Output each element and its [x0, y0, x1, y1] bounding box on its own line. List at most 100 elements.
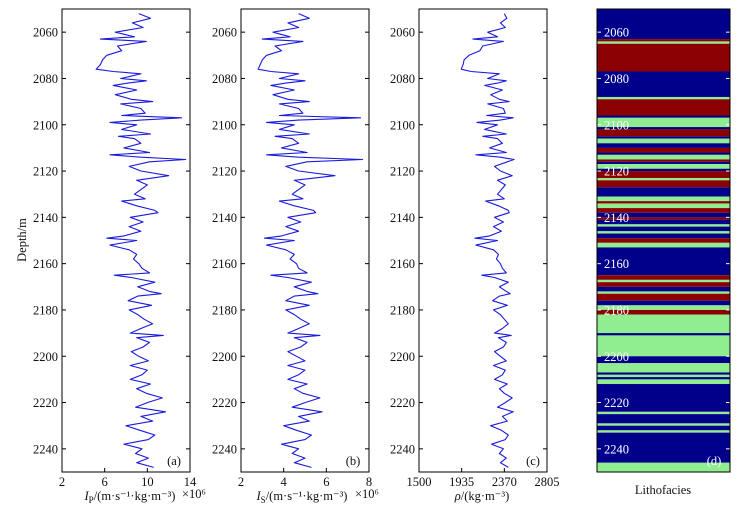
- facies-layer: [597, 411, 730, 415]
- panel-a-label: (a): [167, 454, 181, 468]
- panel-c-yticks: 2060 2080 2100 2120 2140 2160 2180 2200 2220 2240: [390, 26, 547, 456]
- panel-c-xlabel-rest: /(kg·m⁻³): [461, 489, 510, 503]
- y-tick-label: 2220: [604, 396, 629, 410]
- facies-layer: [597, 414, 730, 424]
- panel-a-frame: [61, 8, 191, 473]
- y-tick-label: 2240: [212, 442, 237, 456]
- panel-b-yticks: 2060 2080 2100 2120 2140 2160 2180 2200 2220 2240: [212, 26, 369, 456]
- facies-layer: [597, 377, 730, 380]
- panel-a-curve: [95, 13, 187, 468]
- facies-layer: [597, 41, 730, 44]
- facies-layer: [597, 212, 730, 218]
- panel-a-xlabel-rest: /(m·s⁻¹·kg·m⁻³): [94, 489, 176, 503]
- panel-a-xlabel-main: I: [84, 489, 90, 503]
- panel-b-xticks: 2 4 6 8: [238, 468, 372, 489]
- facies-layer: [597, 374, 730, 378]
- x-tick-label: 6: [323, 475, 329, 489]
- panel-d-frame: [596, 8, 731, 473]
- facies-layer: [597, 180, 730, 188]
- facies-layer: [597, 384, 730, 412]
- facies-layer: [597, 309, 730, 315]
- facies-layer: [597, 143, 730, 148]
- facies-layer: [597, 379, 730, 385]
- facies-layer: [597, 333, 730, 336]
- facies-layer: [597, 425, 730, 431]
- facies-layer: [597, 203, 730, 209]
- panel-a-yticks: 2060 2080 2100 2120 2140 2160 2180 2200 2220 2240: [33, 26, 190, 456]
- facies-layer: [597, 201, 730, 204]
- panel-c-xlabel: ρ/(kg·m⁻³): [454, 489, 510, 503]
- facies-layer: [597, 372, 730, 375]
- facies-layer: [597, 356, 730, 364]
- y-tick-label: 2200: [212, 350, 237, 364]
- panel-a-xticks: 2 6 10 14: [59, 468, 197, 489]
- panel-a-multiplier: ×10⁶: [182, 487, 206, 501]
- x-tick-label: 1935: [449, 475, 474, 489]
- facies-layer: [597, 291, 730, 294]
- y-tick-label: 2200: [390, 350, 415, 364]
- y-tick-label: 2060: [604, 26, 629, 40]
- y-tick-label: 2100: [33, 118, 58, 132]
- facies-layer: [597, 187, 730, 197]
- y-tick-label: 2180: [33, 303, 58, 317]
- facies-layer: [597, 152, 730, 155]
- y-tick-label: 2100: [212, 118, 237, 132]
- y-axis-label: Depth/m: [15, 218, 29, 262]
- facies-layer: [597, 233, 730, 239]
- x-tick-label: 2805: [535, 475, 560, 489]
- y-tick-label: 2140: [33, 211, 58, 225]
- facies-layer: [597, 138, 730, 144]
- facies-layer: [597, 242, 730, 248]
- y-tick-label: 2180: [212, 303, 237, 317]
- panel-b-xlabel-rest: /(m·s⁻¹·kg·m⁻³): [266, 489, 348, 503]
- facies-layer: [597, 136, 730, 139]
- y-tick-label: 2080: [390, 72, 415, 86]
- panel-d-xlabel: Lithofacies: [635, 483, 691, 497]
- panel-b: 2060 2080 2100 2120 2140 2160 2180 2200 2220 2240…: [212, 8, 379, 505]
- facies-layer: [597, 154, 730, 160]
- facies-layer: [597, 96, 730, 100]
- panel-a-xlabel-sub: P: [89, 495, 94, 505]
- y-tick-label: 2060: [212, 26, 237, 40]
- facies-layer: [597, 282, 730, 287]
- panel-b-frame: [240, 8, 370, 473]
- facies-layer: [597, 430, 730, 433]
- panel-c-curve: [460, 13, 515, 468]
- x-tick-label: 6: [102, 475, 108, 489]
- y-tick-label: 2180: [390, 303, 415, 317]
- panel-b-xlabel: IS/(m·s⁻¹·kg·m⁻³): [256, 489, 348, 505]
- y-tick-label: 2220: [390, 396, 415, 410]
- facies-layer: [597, 238, 730, 243]
- x-tick-label: 8: [366, 475, 372, 489]
- y-tick-label: 2080: [212, 72, 237, 86]
- y-tick-label: 2240: [390, 442, 415, 456]
- facies-layer: [597, 208, 730, 213]
- facies-layer: [597, 423, 730, 426]
- facies-layer: [597, 164, 730, 169]
- y-tick-label: 2160: [33, 257, 58, 271]
- facies-layer: [597, 279, 730, 283]
- facies-layer: [597, 196, 730, 202]
- panel-b-xlabel-main: I: [256, 489, 262, 503]
- x-tick-label: 10: [141, 475, 154, 489]
- facies-layer: [597, 43, 730, 72]
- y-tick-label: 2120: [390, 165, 415, 179]
- panel-b-multiplier: ×10⁶: [355, 487, 379, 501]
- x-tick-label: 2370: [492, 475, 517, 489]
- panel-c-xlabel-main: ρ: [454, 489, 461, 503]
- y-tick-label: 2100: [390, 118, 415, 132]
- panel-c: 2060 2080 2100 2120 2140 2160 2180 2200 2220 2240…: [390, 8, 560, 503]
- facies-layer: [597, 231, 730, 234]
- y-tick-label: 2120: [212, 165, 237, 179]
- facies-layer: [597, 217, 730, 220]
- facies-layer: [597, 247, 730, 276]
- facies-layer: [597, 335, 730, 357]
- facies-layer: [597, 99, 730, 116]
- facies-layer: [597, 293, 730, 301]
- facies-layer: [597, 129, 730, 137]
- panel-b-curve: [257, 13, 364, 468]
- panel-b-label: (b): [346, 454, 361, 468]
- facies-layer: [597, 171, 730, 178]
- facies-layer: [597, 226, 730, 232]
